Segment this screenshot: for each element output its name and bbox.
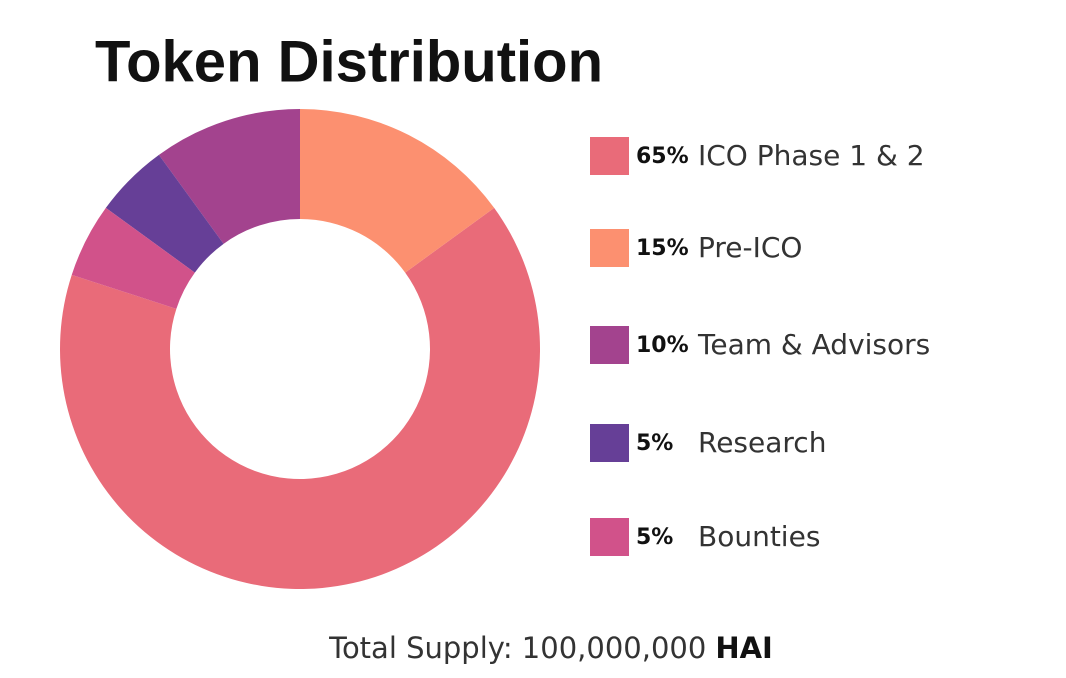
legend-value: 10% xyxy=(636,333,689,358)
total-supply: Total Supply: 100,000,000 HAI xyxy=(328,631,773,665)
legend-label: Research xyxy=(698,426,826,459)
total-supply-text: Total Supply: 100,000,000 xyxy=(328,631,706,665)
legend-value: 5% xyxy=(636,431,673,456)
legend-swatch xyxy=(590,326,629,364)
legend-swatch xyxy=(590,424,629,462)
legend-swatch xyxy=(590,137,629,175)
total-supply-unit: HAI xyxy=(715,631,773,665)
chart-title: Token Distribution xyxy=(95,29,603,94)
legend-value: 5% xyxy=(636,525,673,550)
legend-swatch xyxy=(590,229,629,267)
legend-label: Team & Advisors xyxy=(697,328,930,361)
slice xyxy=(300,109,495,273)
legend-label: Pre-ICO xyxy=(698,231,802,264)
slice xyxy=(105,154,224,273)
slice xyxy=(158,109,300,244)
slice xyxy=(60,207,541,589)
legend-swatch xyxy=(590,518,629,556)
slice xyxy=(71,207,195,309)
legend-label: Bounties xyxy=(698,520,820,553)
legend-value: 65% xyxy=(636,144,689,169)
legend-value: 15% xyxy=(636,236,689,261)
legend-label: ICO Phase 1 & 2 xyxy=(698,139,925,172)
